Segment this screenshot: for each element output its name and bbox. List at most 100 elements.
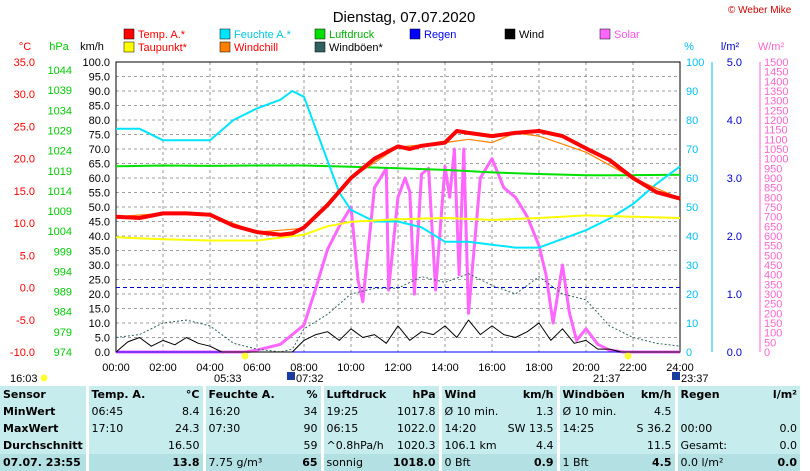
stats-max-rain-value: 0.0	[779, 422, 798, 435]
legend-label-4: Wind	[519, 29, 544, 41]
stats-current-wind-value: 0.9	[534, 456, 554, 469]
stats-header-press: Luftdruck	[326, 388, 387, 401]
tick-wind: 15.0	[89, 304, 110, 316]
tick-pressure: 989	[54, 287, 72, 299]
legend-label-8: Windböen*	[329, 42, 384, 54]
tick-pressure: 984	[54, 307, 72, 319]
tick-pressure: 1014	[48, 186, 72, 198]
stats-header-wind: Wind	[444, 388, 477, 401]
stats-header-gust-unit: km/h	[640, 388, 672, 401]
tick-rain: 4.0	[727, 115, 742, 127]
tick-wind: 40.0	[89, 231, 110, 243]
legend: Temp. A.* Feuchte A.* Luftdruck Regen Wind So…	[123, 28, 640, 54]
unit-pressure: hPa	[49, 41, 69, 53]
tick-solar: 1450	[764, 67, 788, 79]
tick-humidity: 10	[686, 318, 698, 330]
tick-wind: 5.0	[95, 333, 110, 345]
stats-min-hum-time: 16:20	[208, 405, 241, 418]
legend-label-7: Windchill	[234, 42, 278, 54]
tick-solar: 200	[764, 308, 782, 320]
tick-pressure: 1024	[48, 146, 72, 158]
stats-header-rain: Regen	[680, 388, 720, 401]
tick-solar: 850	[764, 183, 782, 195]
sunrise-icon	[241, 352, 249, 360]
chart-axes: 35.0 30.0 25.0 20.0 15.0 10.0 5.0 0.0 -5.0 -10.0 1…	[10, 57, 789, 374]
stats-avg-gust-value: 11.5	[647, 439, 672, 452]
tick-humidity: 20	[686, 289, 698, 301]
stats-avg-press-trend: ^0.8hPa/h	[326, 439, 384, 452]
legend-swatch-0	[123, 28, 135, 40]
tick-pressure: 1029	[48, 125, 72, 137]
tick-time: 02:00	[149, 362, 177, 374]
tick-rain: 1.0	[727, 289, 742, 301]
tick-solar: 600	[764, 231, 782, 243]
tick-time: 06:00	[243, 362, 271, 374]
legend-label-2: Luftdruck	[329, 29, 375, 41]
stats-current-rain-amount: 0.0 l/m²	[680, 456, 724, 469]
stats-row-max: MaxWert 17:10 24.3 07:30 90 06:15 1022.0 14…	[0, 420, 800, 437]
stats-avg-press-value: 1020.3	[397, 439, 436, 452]
tick-solar: 1200	[764, 115, 788, 127]
label-moonrise: 23:37	[681, 373, 709, 385]
tick-time: 00:00	[102, 362, 130, 374]
copyright-label: © Weber Mike	[728, 5, 792, 16]
tick-time: 14:00	[431, 362, 459, 374]
stats-header-wind-unit: km/h	[522, 388, 554, 401]
tick-humidity: 50	[686, 202, 698, 214]
tick-pressure: 979	[54, 327, 72, 339]
stats-header-hum: Feuchte A.	[208, 388, 275, 401]
stats-header-temp: Temp. A.	[91, 388, 146, 401]
tick-wind: 90.0	[89, 86, 110, 98]
tick-time: 20:00	[572, 362, 600, 374]
legend-label-3: Regen	[424, 29, 456, 41]
legend-label-6: Taupunkt*	[138, 42, 188, 54]
stats-current-gust-value: 4.5	[652, 456, 672, 469]
tick-wind: 85.0	[89, 101, 110, 113]
stats-header-row: Sensor Temp. A. °C Feuchte A.% Luftdruck h…	[0, 386, 800, 403]
legend-swatch-3	[409, 28, 421, 40]
sun-markers: 16:03 05:33 07:32 21:37 23:37	[10, 352, 709, 385]
tick-rain: 2.0	[727, 231, 742, 243]
tick-solar: 450	[764, 260, 782, 272]
stats-avg-wind-value: 4.4	[536, 439, 554, 452]
tick-pressure: 974	[54, 347, 72, 359]
tick-wind: 80.0	[89, 115, 110, 127]
stats-current-abs-humidity: 7.75 g/m³	[208, 456, 263, 469]
tick-humidity: 40	[686, 231, 698, 243]
tick-solar: 900	[764, 173, 782, 185]
stats-table: Sensor Temp. A. °C Feuchte A.% Luftdruck h…	[0, 386, 800, 471]
stats-max-gust-time: 14:25	[562, 422, 595, 435]
tick-wind: 50.0	[89, 202, 110, 214]
tick-wind: 95.0	[89, 72, 110, 84]
stats-max-press-value: 1022.0	[397, 422, 436, 435]
label-moonset: 16:03	[10, 373, 38, 385]
tick-wind: 0.0	[95, 347, 110, 359]
stats-avg-wind-distance: 106.1 km	[444, 439, 497, 452]
stats-max-wind-time: 14:20	[444, 422, 477, 435]
legend-swatch-4	[504, 28, 516, 40]
stats-min-press-value: 1017.8	[397, 405, 436, 418]
tick-wind: 35.0	[89, 246, 110, 258]
tick-wind: 75.0	[89, 130, 110, 142]
stats-current-wind-bft: 0 Bft	[444, 456, 471, 469]
stats-current-label: 07.07. 23:55	[0, 454, 89, 471]
stats-min-wind-label: Ø 10 min.	[444, 405, 499, 418]
tick-solar: 1000	[764, 154, 788, 166]
unit-humidity: %	[684, 41, 694, 53]
stats-avg-temp-value: 16.50	[168, 439, 200, 452]
sunrise2-icon	[287, 372, 295, 380]
tick-solar: 1300	[764, 96, 788, 108]
tick-temp: -5.0	[16, 315, 35, 327]
tick-solar: 650	[764, 221, 782, 233]
unit-solar: W/m²	[758, 41, 785, 53]
tick-wind: 55.0	[89, 188, 110, 200]
series-wind	[115, 319, 680, 353]
tick-solar: 800	[764, 192, 782, 204]
sunset-icon	[624, 352, 632, 360]
tick-temp: 0.0	[20, 283, 35, 295]
stats-max-gust-value: S 36.2	[636, 422, 672, 435]
tick-solar: 1150	[764, 125, 788, 137]
stats-min-temp-time: 06:45	[91, 405, 124, 418]
stats-row-min: MinWert 06:45 8.4 16:20 34 19:25 1017.8 Ø 1…	[0, 403, 800, 420]
label-sunrise: 05:33	[214, 373, 242, 385]
